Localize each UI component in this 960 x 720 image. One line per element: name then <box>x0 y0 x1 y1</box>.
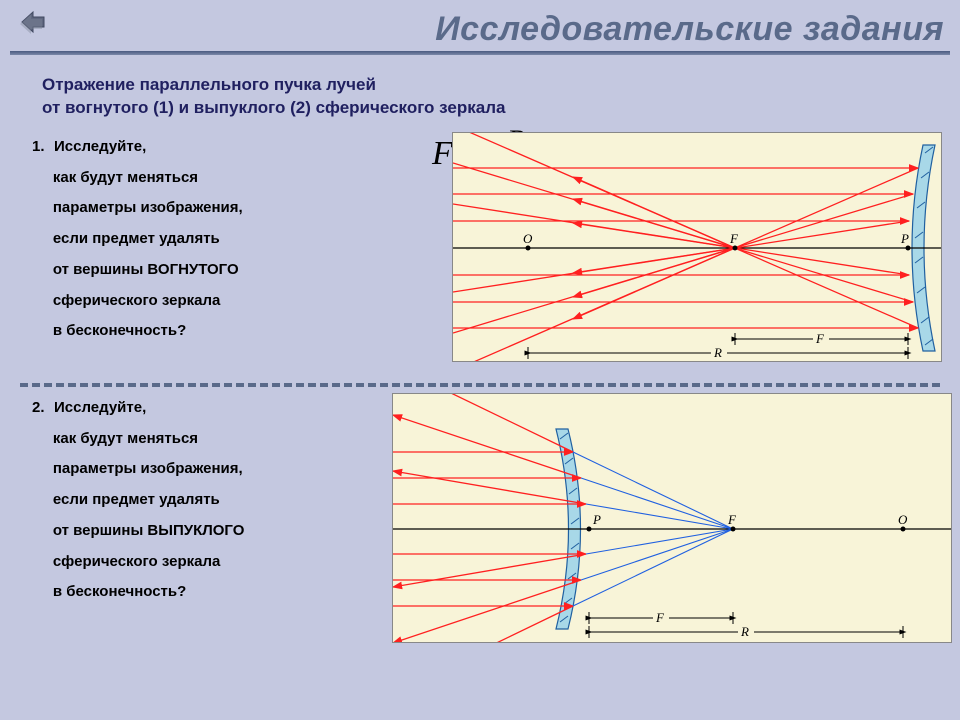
task-1-text: 1.Исследуйте, как будут меняться парамет… <box>32 132 422 347</box>
svg-text:P: P <box>592 512 601 527</box>
task-2-text: 2.Исследуйте, как будут меняться парамет… <box>32 393 392 608</box>
back-arrow-icon[interactable] <box>18 8 46 36</box>
task-1-num: 1. <box>32 132 54 163</box>
subtitle-line2: от вогнутого (1) и выпуклого (2) сфериче… <box>42 98 505 117</box>
convex-mirror-diagram: P F O F R <box>392 393 952 643</box>
svg-text:F: F <box>729 231 739 246</box>
diagram-2-wrap: F = − R2 <box>392 393 952 648</box>
svg-text:F: F <box>815 331 825 346</box>
title-underline <box>10 51 950 55</box>
header: Исследовательские задания <box>0 0 960 62</box>
separator <box>20 383 940 387</box>
concave-mirror-diagram: O F P F R <box>452 132 942 362</box>
svg-text:F: F <box>655 610 665 625</box>
page-title: Исследовательские задания <box>10 10 950 49</box>
svg-text:O: O <box>523 231 533 246</box>
diagram-1-wrap: F = R2 <box>422 132 942 367</box>
svg-text:R: R <box>740 624 749 639</box>
svg-text:O: O <box>898 512 908 527</box>
task-2: 2.Исследуйте, как будут меняться парамет… <box>0 393 960 658</box>
task-1: 1.Исследуйте, как будут меняться парамет… <box>0 128 960 377</box>
svg-text:R: R <box>713 345 722 360</box>
task-2-num: 2. <box>32 393 54 424</box>
subtitle-line1: Отражение параллельного пучка лучей <box>42 75 376 94</box>
svg-text:P: P <box>900 231 909 246</box>
svg-text:F: F <box>727 512 737 527</box>
subtitle: Отражение параллельного пучка лучей от в… <box>42 74 930 120</box>
